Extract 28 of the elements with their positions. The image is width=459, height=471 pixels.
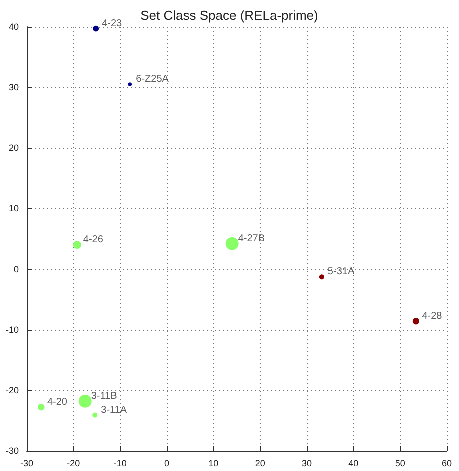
y-tick-label: 40: [8, 22, 19, 32]
x-tick-label: 10: [208, 458, 219, 468]
annotation: 4-28: [422, 310, 443, 322]
x-tick-label: 40: [348, 458, 359, 468]
x-tick-label: 30: [302, 458, 312, 468]
y-tick-label: 10: [8, 204, 19, 214]
x-tick-label: 60: [442, 458, 452, 468]
annotation: 5-31A: [328, 266, 355, 278]
x-tick-label: 50: [395, 458, 406, 468]
annotation: 4-20: [47, 396, 68, 408]
annotation: 3-11A: [101, 404, 128, 416]
y-tick-label: -30: [6, 446, 19, 456]
x-tick-label: -20: [67, 458, 80, 468]
x-tick-label: 0: [164, 458, 170, 468]
annotation: 4-26: [83, 234, 104, 246]
y-tick-label: 0: [14, 264, 19, 274]
annotation: 4-23: [102, 18, 123, 30]
y-tick-label: 30: [8, 82, 19, 93]
x-tick-label: -10: [114, 458, 127, 468]
y-tick-label: 20: [8, 143, 19, 154]
x-tick-label: -30: [20, 458, 34, 468]
y-tick-label: -10: [6, 324, 19, 335]
annotation: 4-27B: [238, 233, 266, 244]
annotation: 3-11B: [91, 390, 118, 402]
annotation: 6-Z25A: [136, 74, 170, 86]
x-tick-label: 20: [255, 458, 266, 468]
chart-title: Set Class Space (RELa-prime): [140, 8, 318, 23]
y-tick-label: -20: [6, 385, 19, 396]
